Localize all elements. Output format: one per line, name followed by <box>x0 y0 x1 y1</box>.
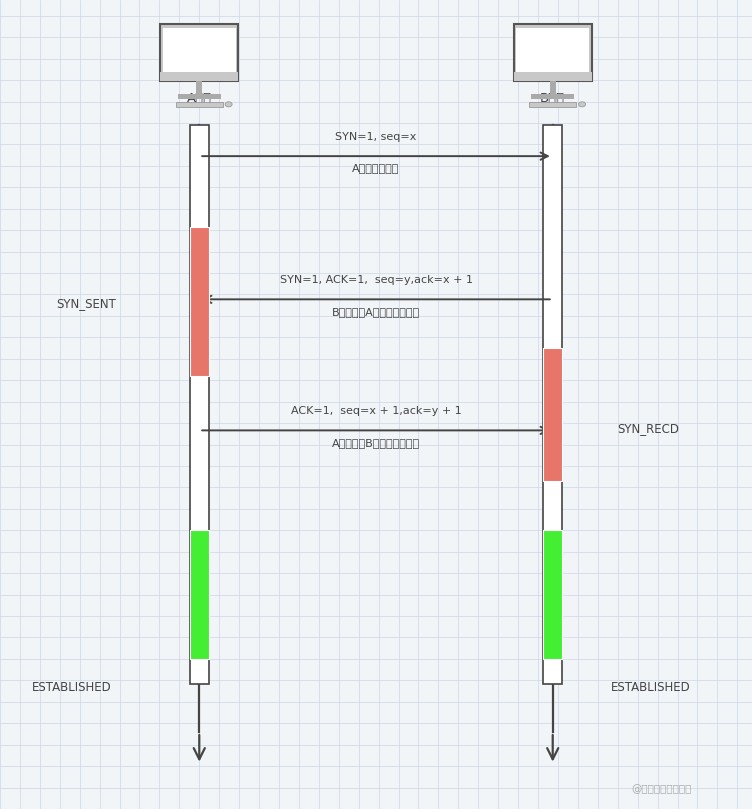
Bar <box>517 28 589 73</box>
Bar <box>190 125 209 684</box>
Text: B机器: B机器 <box>540 92 566 105</box>
Ellipse shape <box>578 102 586 107</box>
Bar <box>543 125 562 684</box>
Text: B机器响应A机器的连接请求: B机器响应A机器的连接请求 <box>332 307 420 316</box>
Text: SYN_SENT: SYN_SENT <box>56 297 117 310</box>
Bar <box>543 348 562 481</box>
Text: @稀土掘金技术社区: @稀土掘金技术社区 <box>632 785 692 794</box>
Bar <box>550 81 556 94</box>
Bar <box>190 530 209 659</box>
Bar <box>160 72 238 81</box>
Ellipse shape <box>225 102 232 107</box>
Bar <box>163 28 235 73</box>
Text: A机器: A机器 <box>186 92 212 105</box>
Text: SYN=1, ACK=1,  seq=y,ack=x + 1: SYN=1, ACK=1, seq=y,ack=x + 1 <box>280 275 472 285</box>
Text: ESTABLISHED: ESTABLISHED <box>611 681 690 694</box>
Text: ESTABLISHED: ESTABLISHED <box>32 681 111 694</box>
Bar <box>190 227 209 376</box>
Bar <box>196 81 202 94</box>
Bar <box>531 94 575 99</box>
Bar <box>177 94 221 99</box>
Bar <box>529 102 576 107</box>
Text: SYN=1, seq=x: SYN=1, seq=x <box>335 132 417 142</box>
Bar <box>543 530 562 659</box>
Text: A机器请求连接: A机器请求连接 <box>353 163 399 173</box>
Bar <box>176 102 223 107</box>
Text: A机器确认B机器的连接请求: A机器确认B机器的连接请求 <box>332 438 420 447</box>
Bar <box>514 72 592 81</box>
Bar <box>514 23 592 81</box>
Bar <box>160 23 238 81</box>
Text: SYN_RECD: SYN_RECD <box>617 422 679 435</box>
Text: ACK=1,  seq=x + 1,ack=y + 1: ACK=1, seq=x + 1,ack=y + 1 <box>290 406 462 416</box>
